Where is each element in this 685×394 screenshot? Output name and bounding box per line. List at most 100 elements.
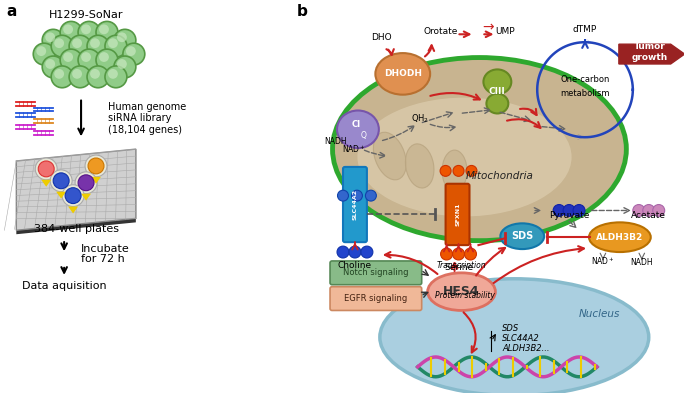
Text: Pyruvate: Pyruvate — [549, 212, 589, 220]
Ellipse shape — [442, 150, 467, 191]
Text: Data aquisition: Data aquisition — [22, 281, 106, 291]
Circle shape — [42, 56, 64, 78]
Circle shape — [51, 66, 73, 88]
Ellipse shape — [358, 98, 571, 216]
Text: SFXN1: SFXN1 — [455, 203, 460, 226]
Ellipse shape — [406, 144, 434, 188]
Circle shape — [633, 204, 645, 216]
Ellipse shape — [332, 58, 626, 241]
Ellipse shape — [484, 69, 511, 94]
Circle shape — [78, 49, 100, 71]
Circle shape — [105, 35, 127, 57]
Polygon shape — [41, 180, 51, 187]
Ellipse shape — [500, 223, 544, 249]
Text: HES4: HES4 — [443, 285, 479, 298]
FancyBboxPatch shape — [343, 167, 367, 242]
Text: for 72 h: for 72 h — [81, 254, 125, 264]
Text: Tumor: Tumor — [634, 42, 666, 51]
Circle shape — [63, 24, 73, 34]
Circle shape — [54, 38, 64, 48]
Circle shape — [99, 24, 109, 34]
Circle shape — [87, 66, 109, 88]
FancyBboxPatch shape — [330, 261, 422, 285]
Polygon shape — [81, 193, 91, 201]
Circle shape — [62, 185, 84, 206]
Text: NAD$^+$: NAD$^+$ — [591, 255, 615, 267]
Circle shape — [553, 204, 565, 216]
FancyBboxPatch shape — [330, 287, 422, 310]
Circle shape — [453, 248, 464, 260]
Circle shape — [78, 175, 94, 191]
Circle shape — [365, 190, 376, 201]
Text: ALDH3B2...: ALDH3B2... — [502, 344, 550, 353]
Circle shape — [440, 248, 453, 260]
Text: Mitochondria: Mitochondria — [465, 171, 534, 181]
Circle shape — [338, 190, 349, 201]
Text: SDS: SDS — [502, 324, 520, 333]
Circle shape — [72, 38, 82, 48]
Circle shape — [573, 204, 585, 216]
Circle shape — [60, 49, 82, 71]
Circle shape — [38, 161, 54, 177]
Text: NAD$^+$: NAD$^+$ — [342, 143, 366, 155]
Text: Incubate: Incubate — [81, 244, 130, 254]
Circle shape — [45, 32, 55, 42]
Text: Transcription: Transcription — [436, 261, 486, 270]
Circle shape — [45, 59, 55, 69]
Polygon shape — [56, 191, 66, 199]
Circle shape — [87, 35, 109, 57]
Circle shape — [54, 69, 64, 79]
Circle shape — [337, 246, 349, 258]
Ellipse shape — [337, 110, 379, 148]
Text: Acetate: Acetate — [632, 212, 667, 220]
Circle shape — [81, 24, 91, 34]
Circle shape — [361, 246, 373, 258]
Circle shape — [63, 52, 73, 62]
Circle shape — [105, 66, 127, 88]
Text: Protein stability: Protein stability — [434, 291, 495, 299]
Circle shape — [69, 66, 91, 88]
Text: DHO: DHO — [371, 33, 392, 42]
Text: Notch signaling: Notch signaling — [343, 268, 409, 277]
Ellipse shape — [380, 279, 649, 394]
Circle shape — [69, 35, 91, 57]
Circle shape — [349, 246, 361, 258]
Text: SLC44A2: SLC44A2 — [353, 189, 358, 220]
Circle shape — [88, 158, 104, 174]
FancyArrow shape — [619, 44, 684, 64]
Text: Q: Q — [361, 131, 367, 140]
Circle shape — [42, 29, 64, 51]
Circle shape — [108, 69, 118, 79]
Text: growth: growth — [632, 53, 668, 62]
Circle shape — [126, 46, 136, 56]
Polygon shape — [91, 177, 101, 184]
Circle shape — [114, 56, 136, 78]
Text: 384-well plates: 384-well plates — [34, 224, 119, 234]
Circle shape — [563, 204, 575, 216]
Circle shape — [117, 32, 127, 42]
Circle shape — [65, 188, 81, 204]
Text: NADH: NADH — [630, 258, 653, 267]
Circle shape — [34, 43, 55, 65]
Circle shape — [50, 170, 72, 191]
Text: SDS: SDS — [511, 231, 534, 241]
Circle shape — [90, 69, 100, 79]
Circle shape — [85, 155, 107, 177]
Text: a: a — [6, 4, 16, 19]
Text: $\rightarrow$: $\rightarrow$ — [479, 19, 495, 33]
Ellipse shape — [373, 132, 406, 180]
Circle shape — [81, 52, 91, 62]
Text: UMP: UMP — [495, 27, 515, 36]
Text: b: b — [297, 4, 308, 19]
Circle shape — [108, 38, 118, 48]
Text: NADH: NADH — [325, 137, 347, 146]
Circle shape — [117, 59, 127, 69]
Circle shape — [90, 38, 100, 48]
Text: Nucleus: Nucleus — [578, 309, 620, 320]
Text: Orotate: Orotate — [423, 27, 458, 36]
Text: H1299-SoNar: H1299-SoNar — [49, 11, 123, 20]
Ellipse shape — [589, 222, 651, 252]
Text: DHODH: DHODH — [384, 69, 422, 78]
Text: SLC44A2: SLC44A2 — [502, 334, 540, 343]
Circle shape — [96, 49, 118, 71]
